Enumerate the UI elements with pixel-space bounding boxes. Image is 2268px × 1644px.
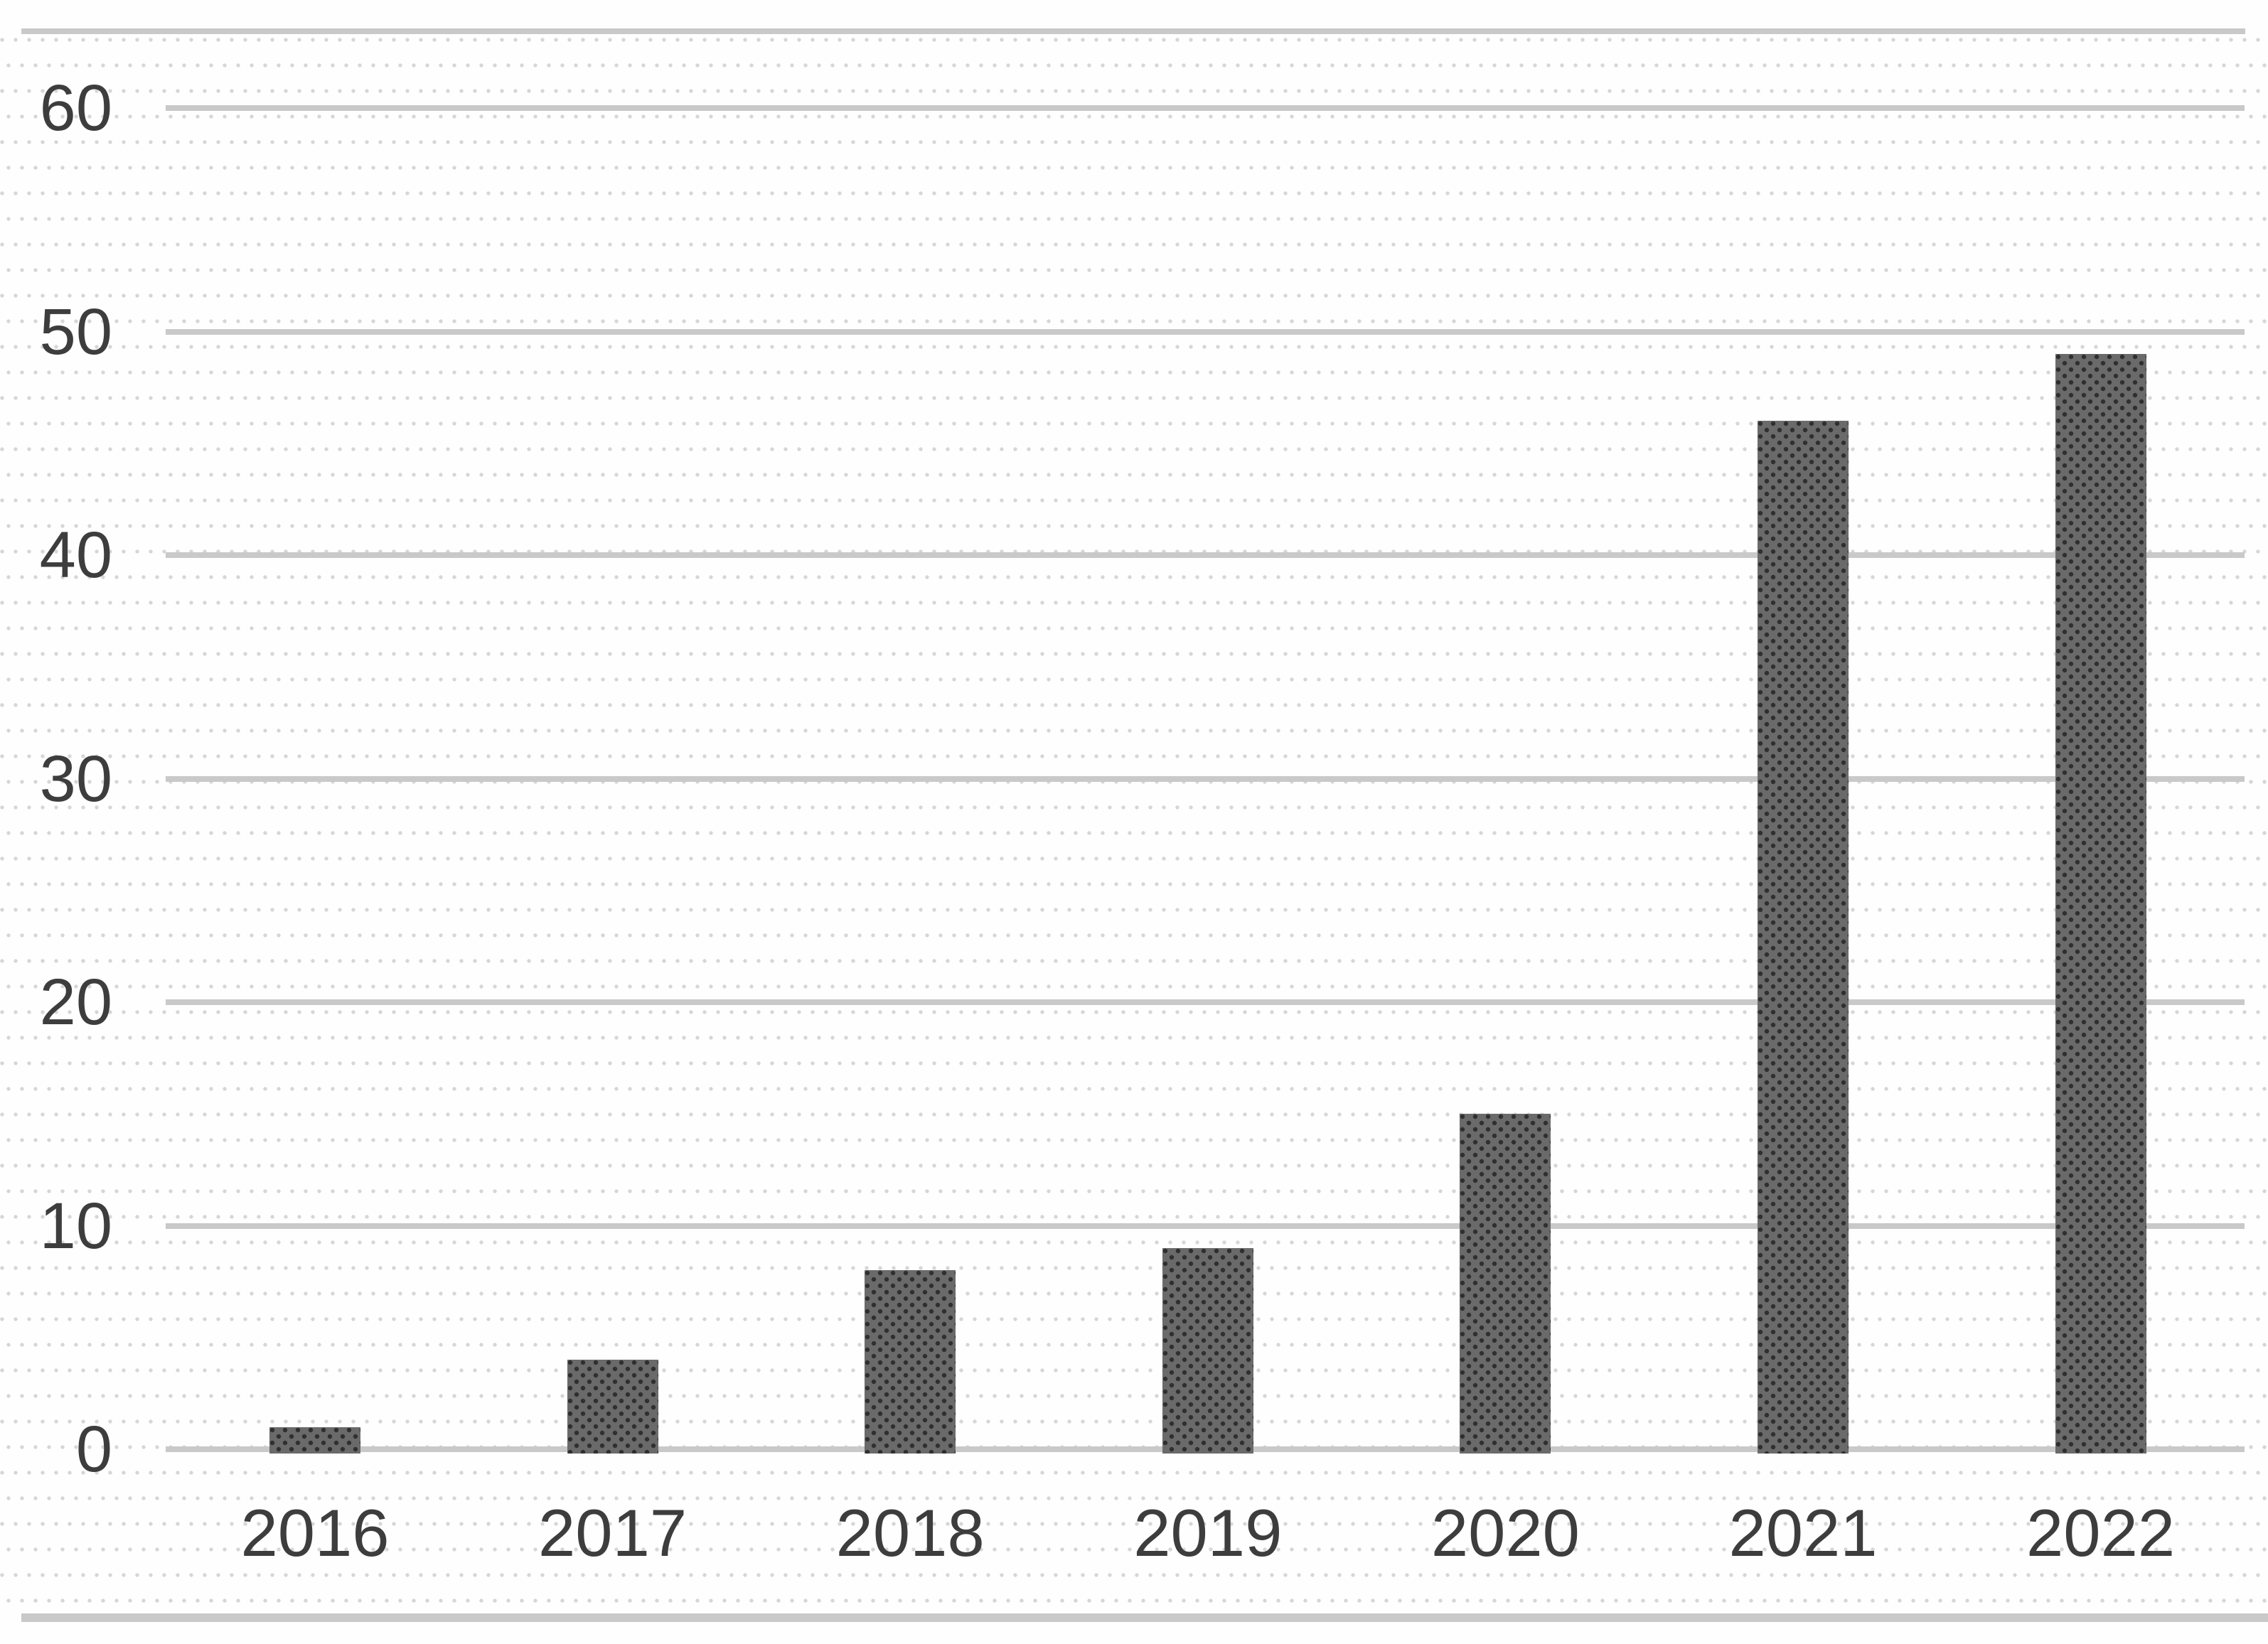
bar-2021 [1758, 421, 1849, 1454]
bar-2019 [1162, 1247, 1253, 1454]
bar-2018 [865, 1270, 956, 1454]
gridline-y-10 [166, 1223, 2245, 1229]
y-tick-label-20: 20 [39, 966, 112, 1038]
gridline-y-60 [166, 105, 2245, 111]
top-border-line [21, 28, 2245, 34]
bar-2016 [269, 1427, 360, 1454]
gridline-y-30 [166, 775, 2245, 782]
x-tick-label-2021: 2021 [1728, 1495, 1878, 1570]
x-tick-label-2017: 2017 [538, 1495, 688, 1570]
y-tick-label-50: 50 [39, 295, 112, 368]
y-tick-label-10: 10 [39, 1189, 112, 1262]
chart-background [0, 31, 2268, 1617]
bottom-border-line [21, 1613, 2268, 1622]
gridline-y-40 [166, 552, 2245, 558]
y-tick-label-0: 0 [75, 1413, 112, 1485]
y-tick-label-30: 30 [39, 742, 112, 815]
bar-2022 [2055, 353, 2146, 1454]
x-tick-label-2020: 2020 [1430, 1495, 1580, 1570]
x-tick-label-2022: 2022 [2026, 1495, 2176, 1570]
x-tick-label-2018: 2018 [835, 1495, 985, 1570]
bar-2017 [567, 1360, 658, 1454]
y-tick-label-60: 60 [39, 72, 112, 144]
x-tick-label-2016: 2016 [240, 1495, 390, 1570]
gridline-y-50 [166, 328, 2245, 335]
gridline-y-20 [166, 999, 2245, 1005]
y-tick-label-40: 40 [39, 519, 112, 591]
x-tick-label-2019: 2019 [1133, 1495, 1283, 1570]
bar-2020 [1460, 1114, 1551, 1454]
